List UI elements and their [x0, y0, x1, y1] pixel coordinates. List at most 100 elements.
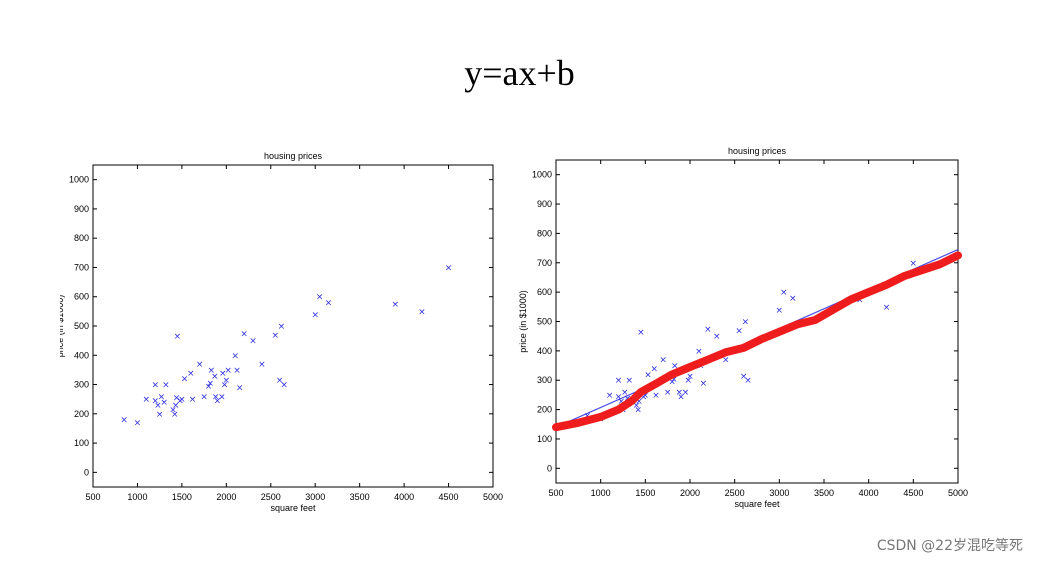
chart-0-xtick-label: 3500 — [350, 492, 370, 502]
chart-0-data-point: × — [325, 299, 333, 309]
chart-1-xtick-label: 1000 — [591, 488, 611, 498]
chart-1-data-point: × — [789, 294, 797, 304]
chart-0-ytick-label: 400 — [74, 350, 89, 360]
chart-0-data-point: × — [151, 397, 159, 407]
chart-0-data-point: × — [162, 381, 170, 391]
chart-0-ylabel: price (in $1000) — [60, 295, 65, 358]
chart-1-xtick-label: 1500 — [635, 488, 655, 498]
chart-0-xlabel: square feet — [270, 503, 316, 513]
chart-1-ytick-label: 600 — [537, 287, 552, 297]
chart-1-xtick-label: 4000 — [859, 488, 879, 498]
chart-1-data-point: × — [676, 388, 684, 398]
chart-0-data-point: × — [280, 381, 288, 391]
chart-0-data-point: × — [271, 331, 279, 341]
chart-1-data-point: × — [670, 375, 678, 385]
chart-1-data-point: × — [671, 362, 679, 372]
chart-0-data-point: × — [391, 300, 399, 310]
chart-1-data-point: × — [642, 391, 650, 401]
chart-0-xtick-label: 2000 — [216, 492, 236, 502]
chart-0-data-point: × — [258, 360, 266, 370]
chart-figure-left: housing prices 500 1000 1500 2000 2500 3000 350… — [60, 143, 508, 515]
chart-1-xtick-label: 5000 — [948, 488, 968, 498]
chart-0-data-point: × — [173, 394, 181, 404]
chart-0-ytick-label: 900 — [74, 204, 89, 214]
chart-0-xtick-label: 4500 — [439, 492, 459, 502]
chart-0-xtick-label: 1500 — [172, 492, 192, 502]
chart-0-data-point: × — [172, 401, 180, 411]
chart-0-data-point: × — [134, 419, 142, 429]
chart-1-data-point: × — [634, 406, 642, 416]
chart-0-ytick-label: 0 — [84, 467, 89, 477]
chart-0-xtick-label: 4000 — [394, 492, 414, 502]
chart-1-data-point: × — [637, 328, 645, 338]
chart-1-data-point: × — [684, 376, 692, 386]
chart-0-ytick-label: 500 — [74, 321, 89, 331]
chart-0-data-point: × — [156, 410, 164, 420]
chart-0-xtick-label: 3000 — [305, 492, 325, 502]
chart-1-data-point: × — [740, 372, 748, 382]
chart-1-data-point: × — [617, 397, 625, 407]
chart-0-xtick-label: 5000 — [483, 492, 503, 502]
chart-1-data-point: × — [883, 303, 891, 313]
chart-0-data-point: × — [311, 310, 319, 320]
chart-1-data-point: × — [624, 394, 632, 404]
chart-0-data-point: × — [205, 382, 213, 392]
chart-1-data-point: × — [621, 388, 629, 398]
chart-0-ytick-label: 100 — [74, 438, 89, 448]
chart-0-data-point: × — [154, 401, 162, 411]
chart-0-data-point: × — [196, 360, 204, 370]
chart-0-data-point: × — [231, 351, 239, 361]
chart-0-data-point: × — [224, 366, 232, 376]
chart-0-data-point: × — [143, 395, 151, 405]
chart-0-data-point: × — [189, 395, 197, 405]
chart-1-data-point: × — [615, 392, 623, 402]
chart-1-xlabel: square feet — [734, 499, 780, 509]
chart-1-data-point: × — [682, 388, 690, 398]
chart-0-data-point: × — [278, 322, 286, 332]
chart-0-data-point: × — [233, 366, 241, 376]
chart-1-ytick-label: 800 — [537, 228, 552, 238]
chart-0-data-point: × — [181, 375, 189, 385]
chart-0-ytick-label: 800 — [74, 233, 89, 243]
chart-1-ytick-label: 900 — [537, 199, 552, 209]
chart-1-ytick-label: 1000 — [532, 170, 552, 180]
chart-0-axes-box — [92, 164, 494, 488]
chart-0-data-point: × — [178, 395, 186, 405]
chart-0-data-point: × — [212, 392, 220, 402]
chart-1-ytick-label: 300 — [537, 375, 552, 385]
chart-0-data-point: × — [171, 410, 179, 420]
chart-1-data-point: × — [635, 397, 643, 407]
chart-0-data-point: × — [160, 398, 168, 408]
watermark: CSDN @22岁混吃等死 — [876, 538, 1023, 554]
chart-1-data-point: × — [615, 376, 623, 386]
chart-1-xtick-label: 2500 — [725, 488, 745, 498]
chart-1-data-point: × — [735, 326, 743, 336]
chart-0-data-point: × — [211, 372, 219, 382]
chart-1-xtick-label: 2000 — [680, 488, 700, 498]
chart-0-data-point: × — [151, 381, 159, 391]
chart-1-data-point: × — [606, 391, 614, 401]
chart-1-data-point: × — [910, 259, 918, 269]
chart-1-data-point: × — [856, 295, 864, 305]
chart-1-ytick-label: 500 — [537, 317, 552, 327]
chart-0-title: housing prices — [264, 151, 323, 161]
chart-1-data-point: × — [652, 391, 660, 401]
chart-0-data-point: × — [207, 366, 215, 376]
chart-1-ytick-label: 400 — [537, 346, 552, 356]
chart-1-data-point: × — [640, 392, 648, 402]
chart-0-data-point: × — [207, 379, 215, 389]
chart-0-data-point: × — [236, 383, 244, 393]
chart-0-xtick-label: 1000 — [127, 492, 147, 502]
chart-0-data-point: × — [219, 369, 227, 379]
chart-0-ytick-label: 600 — [74, 292, 89, 302]
chart-0-data-point: × — [221, 381, 229, 391]
chart-0-data-point: × — [445, 263, 453, 273]
chart-0-data-point: × — [276, 376, 284, 386]
chart-0-data-point: × — [176, 397, 184, 407]
chart-1-data-point: × — [659, 356, 667, 366]
chart-1-hand-drawn-curve — [552, 251, 962, 432]
chart-1-data-point: × — [664, 388, 672, 398]
chart-1-data-point: × — [668, 378, 676, 388]
chart-0-ytick-label: 200 — [74, 409, 89, 419]
